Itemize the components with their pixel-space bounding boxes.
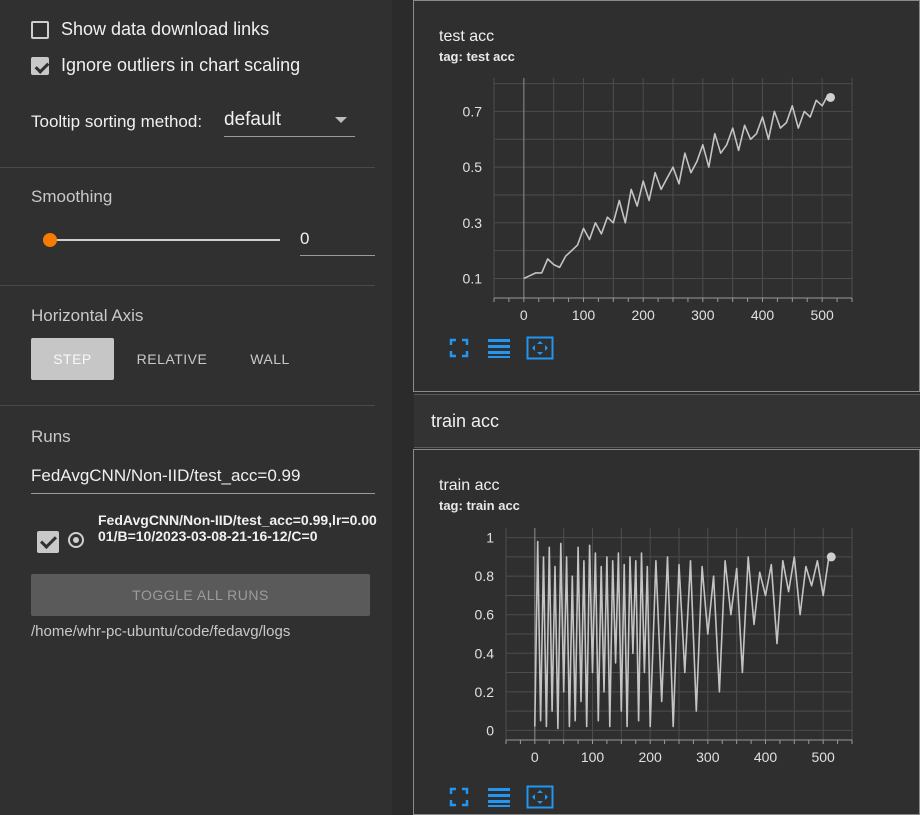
horizontal-axis-title: Horizontal Axis xyxy=(31,306,144,325)
y-tick-label: 0.7 xyxy=(463,103,483,119)
x-tick-label: 400 xyxy=(754,749,778,765)
ignore-outliers-option[interactable]: Ignore outliers in chart scaling xyxy=(31,55,300,76)
chart-tag: tag: test acc xyxy=(439,49,515,64)
y-tick-label: 0.4 xyxy=(475,645,495,661)
log-directory: /home/whr-pc-ubuntu/code/fedavg/logs xyxy=(31,623,291,640)
group-header-train-acc[interactable]: train acc xyxy=(414,394,920,448)
y-tick-label: 0.3 xyxy=(463,215,483,231)
fullscreen-icon[interactable] xyxy=(449,787,469,812)
x-tick-label: 100 xyxy=(581,749,605,765)
runs-title: Runs xyxy=(31,427,71,446)
x-tick-label: 0 xyxy=(531,749,539,765)
series-line xyxy=(523,93,832,280)
divider xyxy=(0,167,375,168)
divider xyxy=(0,405,375,406)
chart-card-test-acc: test acc tag: test acc 0 100 200 300 400 500 0… xyxy=(413,0,920,392)
x-tick-label: 300 xyxy=(696,749,720,765)
show-download-links-label: Show data download links xyxy=(61,19,270,39)
x-tick-label: 300 xyxy=(691,307,715,323)
y-tick-label: 0 xyxy=(486,722,494,738)
group-title: train acc xyxy=(431,411,500,431)
x-tick-label: 500 xyxy=(810,307,834,323)
tooltip-sorting-value: default xyxy=(224,109,282,130)
axis-step-button[interactable]: STEP xyxy=(31,338,114,380)
x-tick-label: 200 xyxy=(638,749,662,765)
fit-domain-icon[interactable] xyxy=(526,785,554,814)
smoothing-slider-thumb[interactable] xyxy=(43,233,57,247)
series-line xyxy=(534,540,832,730)
last-point-marker xyxy=(826,552,836,562)
y-tick-label: 0.2 xyxy=(475,684,495,700)
run-name: FedAvgCNN/Non-IID/test_acc=0.99,lr=0.000… xyxy=(98,512,377,544)
toggle-y-log-scale-icon[interactable] xyxy=(487,337,511,364)
chevron-down-icon xyxy=(335,117,347,123)
smoothing-input[interactable]: 0 xyxy=(300,226,375,256)
axis-relative-button[interactable]: RELATIVE xyxy=(136,351,208,367)
chart-card-train-acc: train acc tag: train acc 0 100 200 300 400 50… xyxy=(413,449,920,815)
run-radio-button[interactable] xyxy=(68,532,84,548)
x-tick-label: 100 xyxy=(572,307,596,323)
axis-wall-button[interactable]: WALL xyxy=(250,351,290,367)
chart-title: test acc xyxy=(439,28,495,45)
ignore-outliers-checkbox[interactable] xyxy=(31,56,49,75)
test-acc-chart[interactable]: 0 100 200 300 400 500 0.1 0.3 0.5 0.7 xyxy=(414,1,920,341)
y-tick-label: 1 xyxy=(486,530,494,546)
ignore-outliers-label: Ignore outliers in chart scaling xyxy=(61,55,301,75)
train-acc-chart[interactable]: 0 100 200 300 400 500 0 0.2 0.4 0.6 0.8 1 xyxy=(414,450,920,780)
toggle-y-log-scale-icon[interactable] xyxy=(487,786,511,813)
y-tick-label: 0.6 xyxy=(475,607,495,623)
chart-tag: tag: train acc xyxy=(439,498,520,513)
x-tick-label: 0 xyxy=(520,307,528,323)
y-tick-label: 0.1 xyxy=(463,271,483,287)
y-tick-label: 0.5 xyxy=(463,159,483,175)
x-tick-label: 500 xyxy=(811,749,835,765)
show-download-links-option[interactable]: Show data download links xyxy=(31,19,269,40)
divider xyxy=(0,285,375,286)
smoothing-title: Smoothing xyxy=(31,187,113,206)
tooltip-sorting-label: Tooltip sorting method: xyxy=(31,112,203,131)
tooltip-sorting-select[interactable]: default xyxy=(224,104,355,137)
runs-filter-input[interactable]: FedAvgCNN/Non-IID/test_acc=0.99 xyxy=(31,460,375,494)
chart-title: train acc xyxy=(439,477,500,494)
toggle-all-runs-button[interactable]: TOGGLE ALL RUNS xyxy=(31,574,370,616)
show-download-links-checkbox[interactable] xyxy=(31,20,49,39)
y-tick-label: 0.8 xyxy=(475,568,495,584)
x-tick-label: 400 xyxy=(751,307,775,323)
last-point-marker xyxy=(826,92,836,102)
fit-domain-icon[interactable] xyxy=(526,336,554,365)
x-tick-label: 200 xyxy=(631,307,655,323)
smoothing-slider-track[interactable] xyxy=(50,239,280,241)
fullscreen-icon[interactable] xyxy=(449,338,469,363)
run-checkbox[interactable] xyxy=(37,531,59,553)
sidebar: Show data download links Ignore outliers… xyxy=(0,0,392,815)
